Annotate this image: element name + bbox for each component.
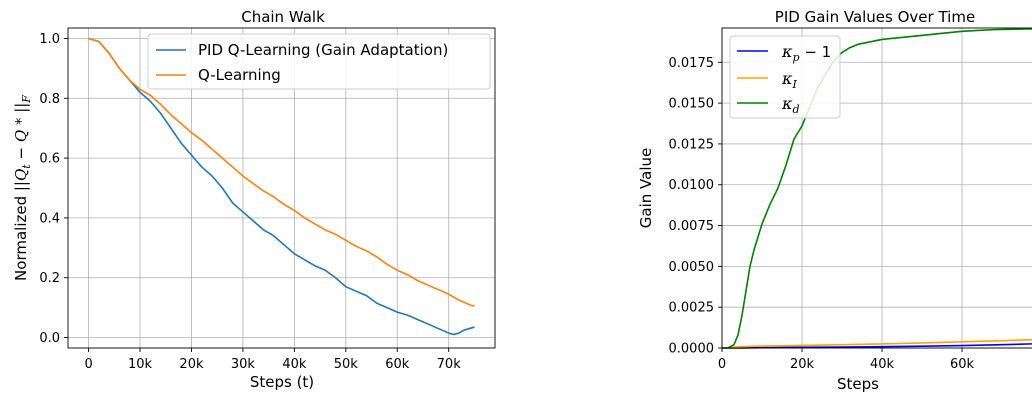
left-x-tick-label: 0 xyxy=(84,357,92,372)
legend-label-ki: κI xyxy=(781,69,798,91)
right-y-tick-label: 0.0150 xyxy=(669,97,715,112)
right-y-tick-label: 0.0000 xyxy=(669,342,715,357)
pid-gain-panel: PID Gain Values Over Time 0 20k 40k 60k 0.00… xyxy=(637,8,1032,393)
right-y-tick-label: 0.0175 xyxy=(669,56,715,71)
left-x-tick-label: 60k xyxy=(385,357,410,372)
left-y-tick-label: 1.0 xyxy=(39,32,60,47)
left-series-line-0 xyxy=(88,37,475,336)
left-x-tick-label: 20k xyxy=(179,357,204,372)
left-y-tick-label: 0.4 xyxy=(39,211,60,226)
right-x-tick-label: 20k xyxy=(790,357,815,372)
legend-label-pid: PID Q-Learning (Gain Adaptation) xyxy=(198,41,448,59)
right-x-tick-label: 40k xyxy=(870,357,895,372)
right-series-line-1 xyxy=(721,338,1032,349)
right-y-tick-label: 0.0075 xyxy=(669,219,715,234)
legend-label-kd: κd xyxy=(781,94,800,116)
left-x-tick-label: 40k xyxy=(282,357,307,372)
left-x-axis-label: Steps (t) xyxy=(250,373,314,391)
chain-walk-title: Chain Walk xyxy=(241,8,325,26)
right-x-tick-label: 60k xyxy=(950,357,975,372)
legend-label-qlearning: Q-Learning xyxy=(198,66,281,84)
left-x-tick-label: 30k xyxy=(231,357,256,372)
pid-gain-title: PID Gain Values Over Time xyxy=(775,8,975,26)
left-lines xyxy=(88,37,475,336)
right-x-tick-label: 0 xyxy=(718,357,726,372)
left-plot-frame xyxy=(67,27,496,349)
right-legend-box xyxy=(729,35,841,119)
legend-label-kp: κp − 1 xyxy=(781,42,831,64)
left-y-tick-label: 0.6 xyxy=(39,152,60,167)
left-x-tick-label: 10k xyxy=(128,357,153,372)
left-y-tick-label: 0.0 xyxy=(39,331,60,346)
left-y-tick-label: 0.8 xyxy=(39,92,60,107)
left-y-axis-label: Normalized ||Qt − Q * ||F xyxy=(12,95,33,281)
chain-walk-panel: Chain Walk 0 10k 20k 30k 40k 50k 60k 70k0.00.20… xyxy=(12,8,496,391)
right-legend: κp − 1 κI κd xyxy=(729,35,841,119)
left-x-tick-label: 50k xyxy=(334,357,359,372)
right-ticks: 0 20k 40k 60k 0.0000 0.0025 0.0050 0.0075 0.0100… xyxy=(669,56,975,372)
left-legend-box xyxy=(147,33,491,90)
right-y-tick-label: 0.0125 xyxy=(669,137,715,152)
right-y-tick-label: 0.0050 xyxy=(669,260,715,275)
right-y-axis-label: Gain Value xyxy=(637,148,655,228)
left-y-tick-label: 0.2 xyxy=(39,271,60,286)
right-y-tick-label: 0.0100 xyxy=(669,178,715,193)
left-series-line-1 xyxy=(88,37,475,307)
right-y-tick-label: 0.0025 xyxy=(669,301,715,316)
right-x-axis-label: Steps xyxy=(837,375,879,393)
left-legend: PID Q-Learning (Gain Adaptation) Q-Learn… xyxy=(147,33,491,90)
left-x-tick-label: 70k xyxy=(437,357,462,372)
left-ticks: 0 10k 20k 30k 40k 50k 60k 70k 0.0 0.2 0.4 0.6 0.8 1.0 xyxy=(39,32,461,372)
